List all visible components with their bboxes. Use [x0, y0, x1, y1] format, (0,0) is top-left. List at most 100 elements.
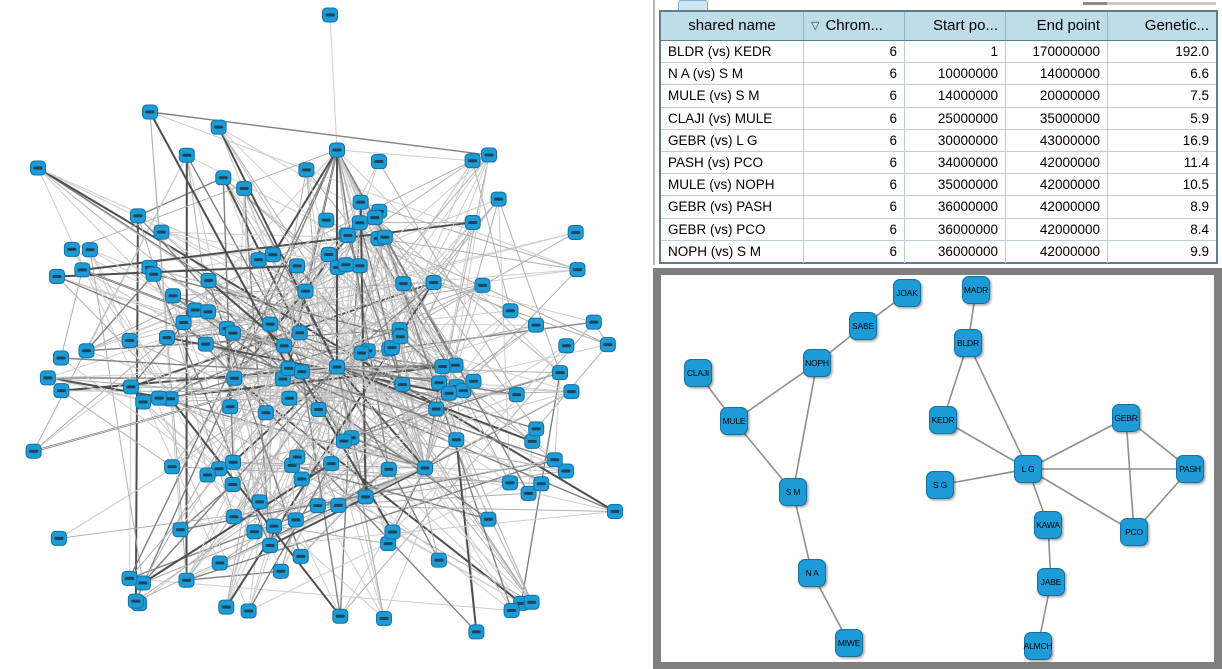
table-cell[interactable]: 6: [804, 174, 905, 197]
table-cell[interactable]: 8.4: [1108, 219, 1216, 241]
network-node[interactable]: [240, 603, 257, 619]
network-node-kedr[interactable]: KEDR: [929, 406, 957, 434]
network-node[interactable]: [257, 405, 274, 421]
table-cell[interactable]: 16.9: [1108, 130, 1216, 152]
table-cell[interactable]: 10.5: [1108, 174, 1216, 197]
table-cell[interactable]: GEBR (vs) PCO: [661, 218, 804, 241]
network-node[interactable]: [224, 325, 241, 341]
table-row[interactable]: CLAJI (vs) MULE 6 25000000 35000000 5.9: [661, 107, 1216, 130]
table-cell[interactable]: 25000000: [905, 107, 1006, 130]
horizontal-scrollbar-thumb[interactable]: [1083, 2, 1107, 5]
network-node-madr[interactable]: MADR: [962, 276, 990, 304]
network-node[interactable]: [481, 147, 498, 163]
network-node[interactable]: [352, 194, 369, 210]
network-node-sabe[interactable]: SABE: [849, 312, 877, 340]
network-node[interactable]: [335, 433, 352, 449]
table-cell[interactable]: 14000000: [905, 85, 1006, 108]
table-row[interactable]: MULE (vs) S M 6 14000000 20000000 7.5: [661, 85, 1216, 108]
network-node[interactable]: [558, 338, 575, 354]
network-node[interactable]: [215, 170, 232, 186]
network-node[interactable]: [417, 460, 433, 476]
network-node[interactable]: [606, 504, 623, 520]
network-node[interactable]: [490, 191, 507, 207]
network-node-almch[interactable]: ALMCH: [1024, 632, 1053, 660]
network-node[interactable]: [250, 252, 267, 268]
large-network-canvas[interactable]: [0, 0, 652, 669]
network-node[interactable]: [480, 511, 497, 527]
table-row[interactable]: PASH (vs) PCO 6 34000000 42000000 11.4: [661, 151, 1216, 175]
network-node[interactable]: [351, 258, 368, 274]
network-node[interactable]: [520, 485, 537, 501]
network-node[interactable]: [25, 443, 42, 459]
column-header-shared-name[interactable]: shared name: [661, 12, 804, 40]
table-cell[interactable]: 43000000: [1006, 129, 1108, 152]
table-cell[interactable]: 8.9: [1108, 196, 1216, 219]
network-node[interactable]: [425, 275, 442, 291]
network-node[interactable]: [329, 359, 345, 375]
subnetwork-canvas[interactable]: JOAK MADR SABE NOPH BLDR CLAJI MULE KEDR GEBR L G…: [661, 275, 1214, 662]
network-node[interactable]: [527, 317, 544, 333]
network-node[interactable]: [502, 475, 519, 491]
table-cell[interactable]: 6: [804, 129, 905, 152]
network-node[interactable]: [78, 343, 95, 359]
network-node[interactable]: [528, 421, 545, 437]
network-node[interactable]: [48, 268, 65, 284]
table-row[interactable]: N A (vs) S M 6 10000000 14000000 6.6: [661, 63, 1216, 86]
network-node[interactable]: [441, 385, 458, 401]
network-node[interactable]: [448, 432, 465, 448]
network-node[interactable]: [74, 262, 91, 278]
network-node[interactable]: [337, 257, 354, 273]
network-node[interactable]: [122, 379, 139, 395]
network-node[interactable]: [370, 154, 387, 170]
network-node[interactable]: [309, 498, 326, 514]
network-node[interactable]: [380, 461, 397, 477]
network-node-jabe[interactable]: JABE: [1037, 568, 1065, 596]
network-node[interactable]: [552, 365, 569, 381]
table-cell[interactable]: CLAJI (vs) MULE: [661, 107, 804, 130]
network-node[interactable]: [366, 210, 383, 226]
network-node-joak[interactable]: JOAK: [893, 279, 921, 307]
network-node[interactable]: [218, 599, 235, 615]
network-node-claji[interactable]: CLAJI: [684, 359, 712, 387]
table-cell[interactable]: 42000000: [1006, 196, 1108, 219]
network-node[interactable]: [293, 471, 310, 487]
table-row[interactable]: GEBR (vs) PASH 6 36000000 42000000 8.9: [661, 196, 1216, 219]
table-cell[interactable]: 36000000: [905, 218, 1006, 241]
column-header-genetic---[interactable]: Genetic...: [1144, 17, 1209, 34]
network-node[interactable]: [225, 454, 242, 470]
network-node[interactable]: [464, 214, 481, 230]
network-node[interactable]: [298, 162, 315, 178]
network-node-gebr[interactable]: GEBR: [1112, 404, 1140, 432]
network-node[interactable]: [339, 227, 356, 243]
network-node[interactable]: [563, 384, 580, 400]
network-node[interactable]: [357, 489, 374, 505]
table-cell[interactable]: BLDR (vs) KEDR: [661, 41, 804, 64]
network-node[interactable]: [468, 624, 485, 640]
network-node[interactable]: [431, 375, 448, 391]
network-node[interactable]: [127, 593, 144, 609]
table-cell[interactable]: 6: [804, 151, 905, 175]
network-node[interactable]: [172, 522, 189, 538]
network-node[interactable]: [262, 538, 279, 554]
network-node[interactable]: [322, 7, 338, 23]
network-node-n-a[interactable]: N A: [798, 559, 826, 587]
table-cell[interactable]: 42000000: [1006, 174, 1108, 197]
network-node[interactable]: [585, 314, 602, 330]
network-node[interactable]: [329, 142, 345, 158]
table-cell[interactable]: N A (vs) S M: [661, 63, 804, 86]
table-cell[interactable]: 30000000: [905, 129, 1006, 152]
network-node[interactable]: [502, 303, 519, 319]
network-node[interactable]: [353, 345, 370, 361]
network-node[interactable]: [430, 552, 447, 568]
network-node[interactable]: [464, 153, 481, 169]
table-cell[interactable]: 42000000: [1006, 218, 1108, 241]
network-node-pash[interactable]: PASH: [1176, 455, 1204, 483]
table-cell[interactable]: 6: [804, 196, 905, 219]
network-node[interactable]: [318, 212, 335, 228]
table-tab[interactable]: [678, 0, 708, 10]
network-node[interactable]: [292, 548, 309, 564]
column-header-end-point[interactable]: End point: [1006, 12, 1108, 40]
network-node[interactable]: [165, 288, 182, 304]
network-node[interactable]: [129, 208, 146, 224]
network-node[interactable]: [178, 572, 195, 588]
